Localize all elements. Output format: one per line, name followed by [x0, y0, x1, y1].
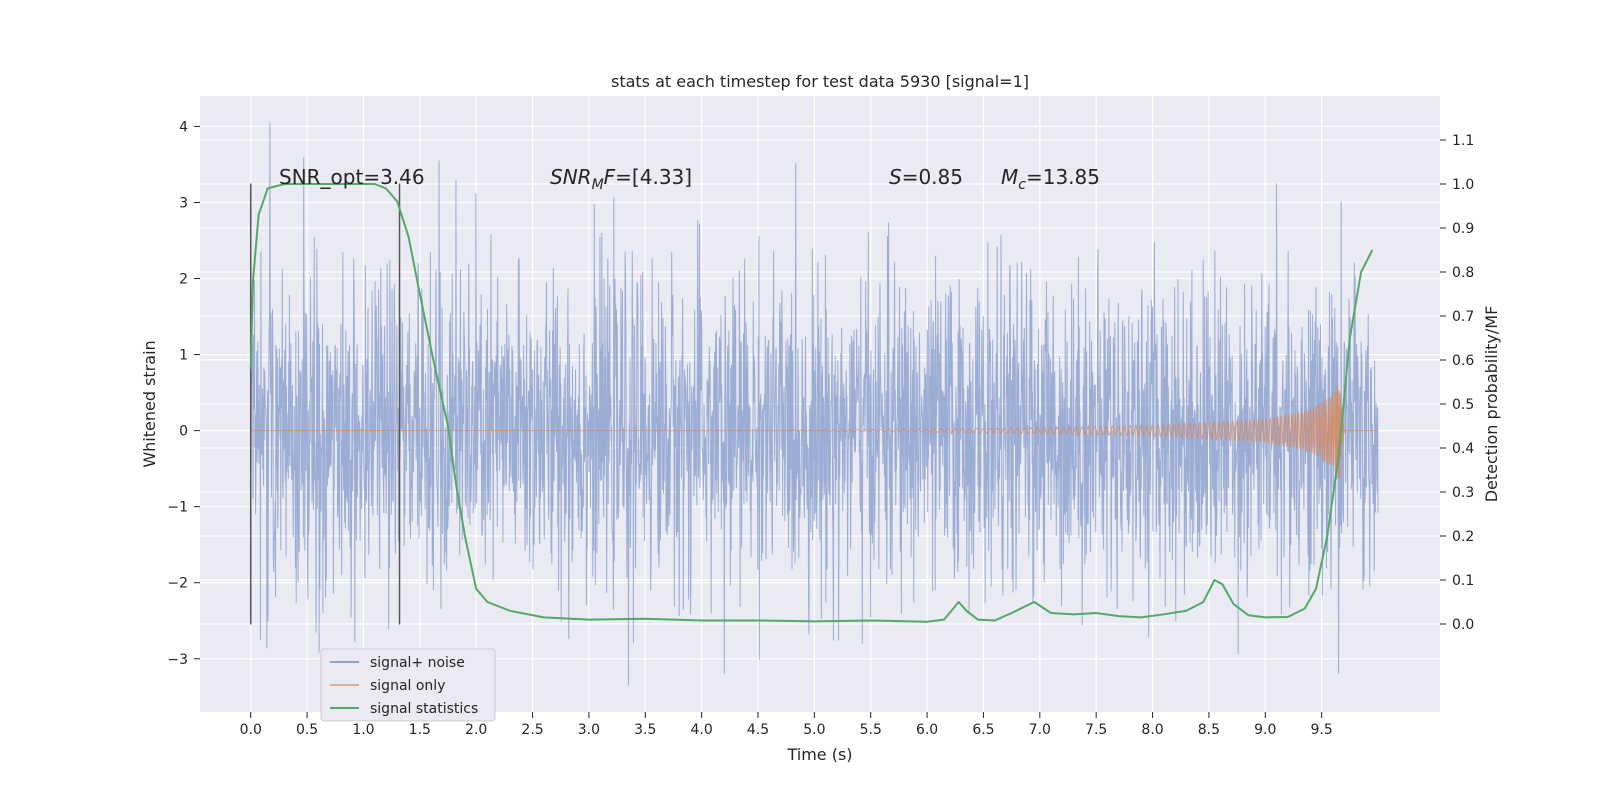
y-tick-label: −2 [167, 576, 188, 592]
y2-tick-label: 0.6 [1452, 353, 1474, 369]
y2-tick-label: 0.4 [1452, 441, 1474, 457]
legend-label-signal-noise: signal+ noise [370, 655, 465, 671]
legend-label-signal-statistics: signal statistics [370, 701, 478, 717]
y2-tick-label: 0.8 [1452, 265, 1474, 281]
x-tick-label: 8.5 [1198, 722, 1220, 738]
signal-only-line [250, 385, 1378, 479]
signal-statistics-line [249, 183, 1374, 623]
y-tick-label: 2 [179, 272, 188, 288]
y-tick-label: −3 [167, 652, 188, 668]
x-tick-label: 3.5 [634, 722, 656, 738]
x-tick-label: 0.5 [296, 722, 318, 738]
x-tick-label: 9.5 [1311, 722, 1333, 738]
y2-tick-label: 0.5 [1452, 397, 1474, 413]
y2-tick-label: 0.3 [1452, 485, 1474, 501]
signal-noise-line [250, 122, 1379, 686]
y-tick-label: 0 [179, 424, 188, 440]
series-signal-noise [250, 122, 1379, 686]
x-tick-label: 4.0 [691, 722, 713, 738]
x-tick-label: 7.0 [1029, 722, 1051, 738]
marker-lines [249, 183, 401, 625]
y-tick-label: 1 [179, 348, 188, 364]
legend-box [320, 648, 496, 722]
annotation-snr-opt: SNR_opt=3.46 [279, 165, 425, 189]
y2-tick-label: 1.1 [1452, 133, 1474, 149]
x-tick-label: 6.5 [972, 722, 994, 738]
x-tick-label: 0.0 [240, 722, 262, 738]
axis-ticks: 0.0 0.5 1.0 1.5 2.0 2.5 3.0 3.5 4.0 4.5 5.0 5.5 6.0 6… [167, 119, 1474, 738]
chart-title: stats at each timestep for test data 593… [611, 72, 1029, 91]
x-tick-label: 1.0 [352, 722, 374, 738]
annotation-snr-mf: SNRMF=[4.33] [550, 165, 692, 193]
y2-tick-label: 0.9 [1452, 221, 1474, 237]
legend: signal+ noise signal only signal statist… [320, 648, 496, 722]
y2-tick-label: 0.7 [1452, 309, 1474, 325]
x-tick-label: 6.0 [916, 722, 938, 738]
y-tick-label: −1 [167, 500, 188, 516]
x-tick-label: 3.0 [578, 722, 600, 738]
y-tick-label: 3 [179, 195, 188, 211]
y2-axis-label: Detection probability/MF [1482, 306, 1501, 503]
x-tick-label: 4.5 [747, 722, 769, 738]
y2-tick-label: 0.2 [1452, 529, 1474, 545]
x-tick-label: 9.0 [1254, 722, 1276, 738]
y2-tick-label: 1.0 [1452, 177, 1474, 193]
y2-tick-label: 0.1 [1452, 573, 1474, 589]
y2-tick-label: 0.0 [1452, 617, 1474, 633]
series-signal-statistics [249, 183, 1374, 623]
x-tick-label: 7.5 [1085, 722, 1107, 738]
series-signal-only [250, 385, 1378, 479]
x-tick-label: 5.0 [803, 722, 825, 738]
x-tick-label: 2.0 [465, 722, 487, 738]
y-axis-label: Whitened strain [140, 340, 159, 467]
legend-label-signal-only: signal only [370, 678, 445, 694]
annotation-s-value: S=0.85 [889, 165, 963, 189]
x-axis-label: Time (s) [786, 745, 852, 764]
x-tick-label: 8.0 [1141, 722, 1163, 738]
x-tick-label: 5.5 [860, 722, 882, 738]
annotation-mc-value: Mc=13.85 [1001, 165, 1100, 193]
y-tick-label: 4 [179, 119, 188, 135]
x-tick-label: 1.5 [409, 722, 431, 738]
x-tick-label: 2.5 [521, 722, 543, 738]
